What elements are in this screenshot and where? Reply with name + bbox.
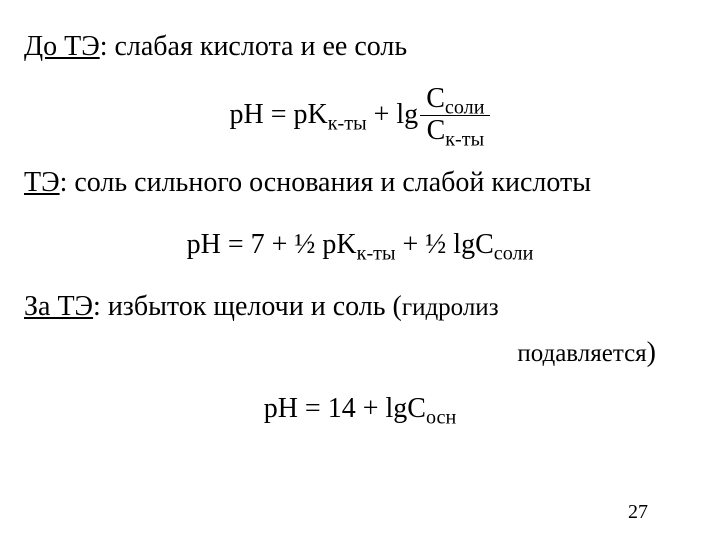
section3-close: ) xyxy=(647,337,656,368)
equation-3: pH = 14 + lgСосн xyxy=(24,390,696,428)
section3-hydro1: гидролиз xyxy=(402,294,499,321)
eq2-s1: к-ты xyxy=(357,243,396,265)
eq1-lhs-text: pH = pK xyxy=(230,99,328,130)
eq1-den-base: С xyxy=(427,115,446,146)
page-number: 27 xyxy=(628,501,648,524)
section1-prefix: До ТЭ xyxy=(24,31,100,62)
section3-rest: : избыток щелочи и соль ( xyxy=(93,291,402,322)
eq1-lhs: pH = pKк-ты + lg xyxy=(230,99,419,131)
section1-rest: : слабая кислота и ее соль xyxy=(100,31,407,62)
eq1-den: Ск-ты xyxy=(421,116,491,147)
eq1-pluslg: + lg xyxy=(367,99,419,130)
equation-2: pH = 7 + ½ pKк-ты + ½ lgСсоли xyxy=(24,226,696,264)
eq3-t1: pH = 14 + lgС xyxy=(264,393,426,424)
eq2-t1: pH = 7 + ½ pK xyxy=(187,229,357,260)
section2-rest: : соль сильного основания и слабой кисло… xyxy=(60,167,591,198)
section3-prefix: За ТЭ xyxy=(24,291,93,322)
section3-heading-line2: подавляется) xyxy=(24,334,696,372)
section3-hydro2: подавляется xyxy=(517,340,646,367)
equation-1: pH = pKк-ты + lg Ссоли Ск-ты xyxy=(24,84,696,147)
eq1-num-base: С xyxy=(426,83,445,114)
eq2-s2: соли xyxy=(494,243,534,265)
section2-prefix: ТЭ xyxy=(24,167,60,198)
eq1-den-sub: к-ты xyxy=(445,128,484,150)
eq1-fraction: Ссоли Ск-ты xyxy=(420,84,490,147)
section2-heading: ТЭ: соль сильного основания и слабой кис… xyxy=(24,164,696,202)
eq2-t2: + ½ lgС xyxy=(396,229,494,260)
section3-heading: За ТЭ: избыток щелочи и соль (гидролиз xyxy=(24,288,696,326)
slide-page: До ТЭ: слабая кислота и ее соль pH = pKк… xyxy=(0,0,720,540)
eq1-num: Ссоли xyxy=(420,84,490,115)
eq1-lhs-sub: к-ты xyxy=(328,113,367,135)
section1-heading: До ТЭ: слабая кислота и ее соль xyxy=(24,28,696,66)
eq3-s1: осн xyxy=(426,406,456,428)
